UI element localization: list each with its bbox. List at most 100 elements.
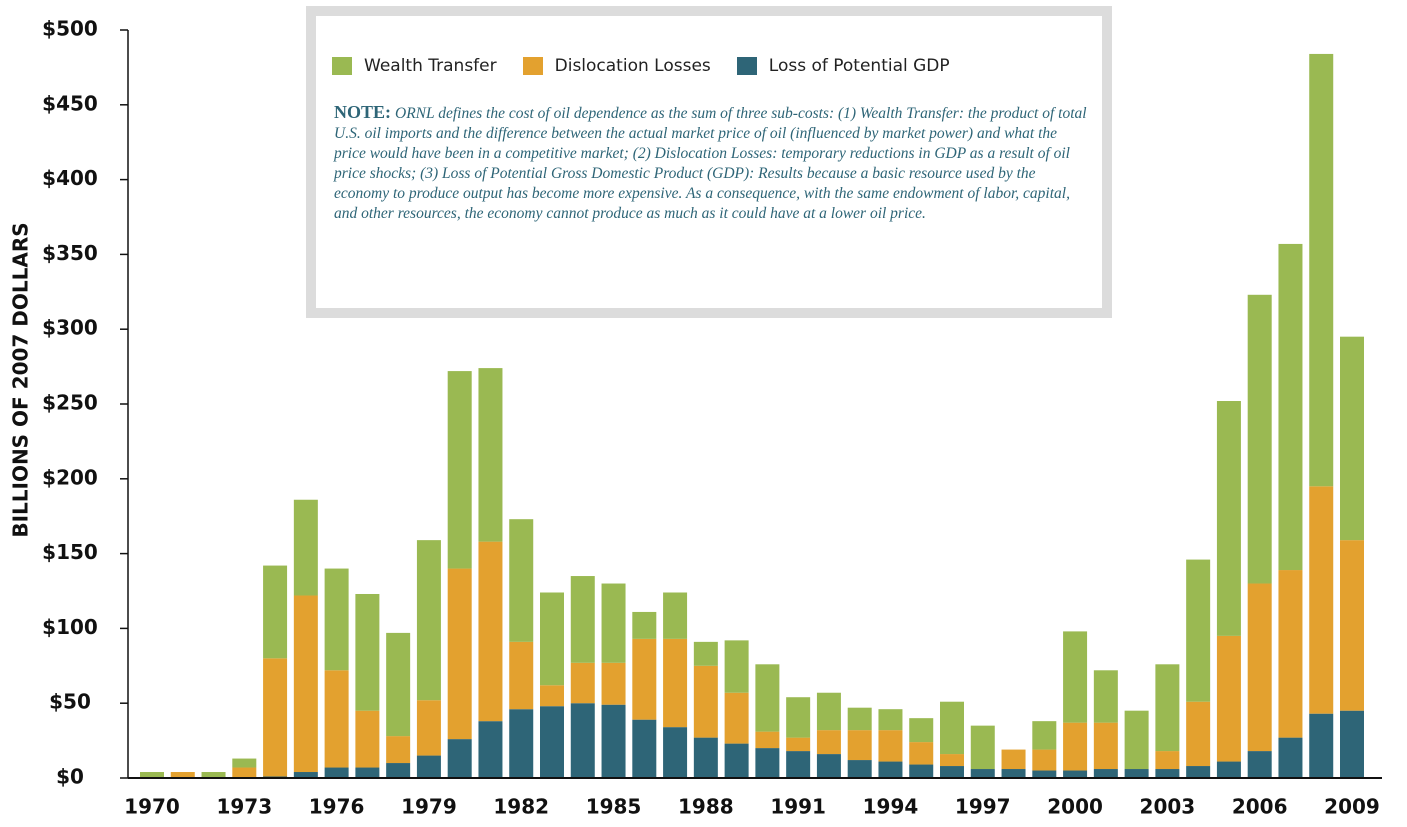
- note-text: ORNL defines the cost of oil dependence …: [334, 105, 1087, 222]
- bar-segment: [909, 718, 934, 743]
- bar-segment: [201, 772, 226, 778]
- bar-segment: [940, 766, 964, 778]
- bar-segment: [1309, 486, 1334, 714]
- bar-segment: [693, 737, 718, 778]
- note-label: NOTE:: [334, 102, 392, 122]
- bar-segment: [324, 767, 349, 778]
- bar-segment: [540, 592, 564, 686]
- bar-segment: [663, 638, 688, 728]
- bar-segment: [293, 595, 318, 773]
- bar-segment: [1155, 769, 1180, 778]
- bar-segment: [970, 725, 995, 770]
- bar-segment: [663, 592, 688, 639]
- bar-segment: [509, 641, 534, 710]
- bar-segment: [540, 706, 564, 778]
- bar-segment: [355, 593, 380, 711]
- bar-segment: [263, 565, 288, 659]
- x-tick-label: 2006: [1232, 795, 1288, 819]
- y-tick-label: $350: [42, 241, 98, 265]
- bar-segment: [1216, 401, 1241, 636]
- legend-swatch: [332, 57, 352, 75]
- legend-item: Wealth Transfer: [332, 56, 497, 76]
- x-tick-label: 1970: [124, 795, 180, 819]
- x-tick-label: 1997: [955, 795, 1011, 819]
- bar-segment: [1001, 749, 1026, 770]
- bar-segment: [1186, 701, 1211, 767]
- y-tick-label: $50: [49, 690, 91, 714]
- bar-segment: [816, 730, 841, 755]
- note: NOTE: ORNL defines the cost of oil depend…: [334, 102, 1090, 224]
- bar-segment: [570, 662, 595, 704]
- legend-item: Dislocation Losses: [522, 56, 711, 76]
- x-tick-label: 1973: [216, 795, 272, 819]
- bar-segment: [1032, 749, 1057, 771]
- x-tick-label: 1979: [401, 795, 457, 819]
- legend-label: Wealth Transfer: [364, 56, 497, 76]
- bar-segment: [816, 754, 841, 778]
- bar-segment: [940, 754, 964, 767]
- bar-segment: [232, 758, 257, 768]
- bar-segment: [293, 772, 318, 778]
- bar-segment: [1247, 583, 1272, 752]
- y-tick-label: $500: [42, 17, 98, 41]
- y-tick-label: $0: [56, 765, 84, 789]
- bar-segment: [601, 704, 626, 778]
- bar-segment: [1278, 570, 1303, 738]
- bar-segment: [540, 685, 564, 707]
- y-tick-label: $200: [42, 465, 98, 489]
- x-tick-label: 1991: [770, 795, 826, 819]
- bar-segment: [755, 664, 780, 732]
- bar-segment: [1093, 670, 1118, 723]
- bar-segment: [416, 540, 441, 701]
- bar-segment: [693, 641, 718, 666]
- bar-segment: [324, 670, 349, 768]
- bar-segment: [1309, 713, 1334, 778]
- bar-segment: [1186, 766, 1211, 778]
- y-tick-label: $400: [42, 166, 98, 190]
- bar-segment: [663, 727, 688, 778]
- bar-segment: [1340, 540, 1364, 711]
- bar-segment: [847, 730, 872, 761]
- bar-segment: [786, 737, 811, 752]
- x-tick-label: 2009: [1324, 795, 1380, 819]
- bar-segment: [1063, 631, 1088, 723]
- legend-label: Dislocation Losses: [554, 56, 711, 76]
- bar-segment: [878, 709, 903, 731]
- bar-segment: [1155, 751, 1180, 770]
- bar-segment: [355, 767, 380, 778]
- x-tick-label: 1985: [586, 795, 642, 819]
- y-tick-label: $300: [42, 316, 98, 340]
- bar-segment: [632, 638, 657, 720]
- bar-segment: [478, 541, 503, 722]
- bar-segment: [1063, 722, 1088, 771]
- bar-segment: [1216, 761, 1241, 778]
- legend: Wealth Transfer Dislocation Losses Loss of…: [332, 56, 950, 76]
- bar-segment: [355, 710, 380, 768]
- bar-segment: [847, 707, 872, 731]
- bar-segment: [1093, 722, 1118, 770]
- bar-segment: [447, 371, 472, 569]
- bar-segment: [478, 721, 503, 778]
- bar-segment: [1124, 769, 1149, 778]
- bar-segment: [816, 692, 841, 731]
- bar-segment: [293, 499, 318, 596]
- bar-segment: [386, 763, 411, 778]
- x-tick-label: 1988: [678, 795, 734, 819]
- bar-segment: [140, 772, 164, 778]
- x-tick-label: 1976: [309, 795, 365, 819]
- bar-segment: [570, 576, 595, 663]
- y-tick-label: $100: [42, 615, 98, 639]
- bar-segment: [386, 736, 411, 764]
- bar-segment: [847, 760, 872, 778]
- bar-segment: [324, 568, 349, 671]
- bar-segment: [909, 742, 934, 765]
- bar-segment: [1247, 751, 1272, 778]
- bar-segment: [416, 755, 441, 778]
- y-tick-label: $150: [42, 540, 98, 564]
- bar-segment: [1340, 710, 1364, 778]
- bar-segment: [632, 611, 657, 639]
- legend-label: Loss of Potential GDP: [768, 56, 950, 76]
- bar-segment: [416, 700, 441, 756]
- bar-segment: [232, 767, 257, 778]
- bar-segment: [570, 703, 595, 778]
